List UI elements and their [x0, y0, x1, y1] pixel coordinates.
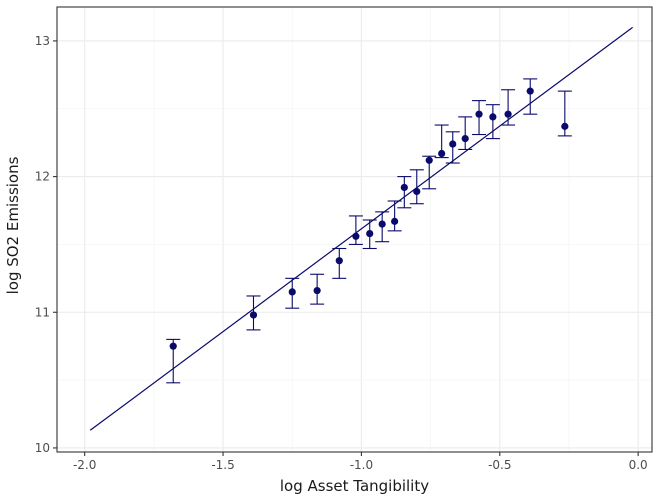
x-tick-label: -2.0	[73, 458, 96, 472]
x-axis-title: log Asset Tangibility	[280, 477, 429, 495]
fit-line	[89, 26, 633, 431]
data-point	[561, 122, 569, 130]
data-point	[378, 220, 386, 228]
data-point	[313, 286, 321, 295]
fit-line-layer	[89, 26, 633, 431]
data-point	[475, 110, 483, 118]
y-tick-label: 11	[35, 305, 50, 319]
data-point	[169, 342, 177, 350]
panel-border	[56, 6, 653, 453]
data-point	[288, 288, 296, 296]
data-point	[489, 113, 497, 121]
data-points	[169, 87, 569, 350]
x-tick-label: 0.0	[629, 458, 648, 472]
data-point	[461, 135, 469, 143]
data-point	[400, 183, 408, 192]
data-point	[352, 232, 360, 240]
grid	[57, 7, 652, 452]
data-point	[425, 156, 433, 164]
data-point	[391, 217, 399, 225]
x-tick-label: -1.5	[211, 458, 234, 472]
x-tick-label: -1.0	[350, 458, 373, 472]
data-point	[449, 140, 457, 148]
data-point	[335, 257, 343, 265]
y-axis-title: log SO2 Emissions	[4, 156, 22, 294]
data-point	[438, 149, 446, 158]
y-tick-label: 13	[35, 34, 50, 48]
data-point	[366, 229, 374, 238]
data-point	[504, 110, 512, 118]
data-point	[413, 187, 421, 196]
error-bars	[166, 78, 572, 384]
y-tick-label: 12	[35, 170, 50, 184]
x-tick-label: -0.5	[488, 458, 511, 472]
y-tick-label: 10	[35, 441, 50, 455]
axis-ticks: -2.0 -1.5 -1.0 -0.5 0.0 10 11 12 13	[35, 34, 648, 472]
data-point	[249, 311, 258, 319]
data-point	[526, 87, 534, 95]
